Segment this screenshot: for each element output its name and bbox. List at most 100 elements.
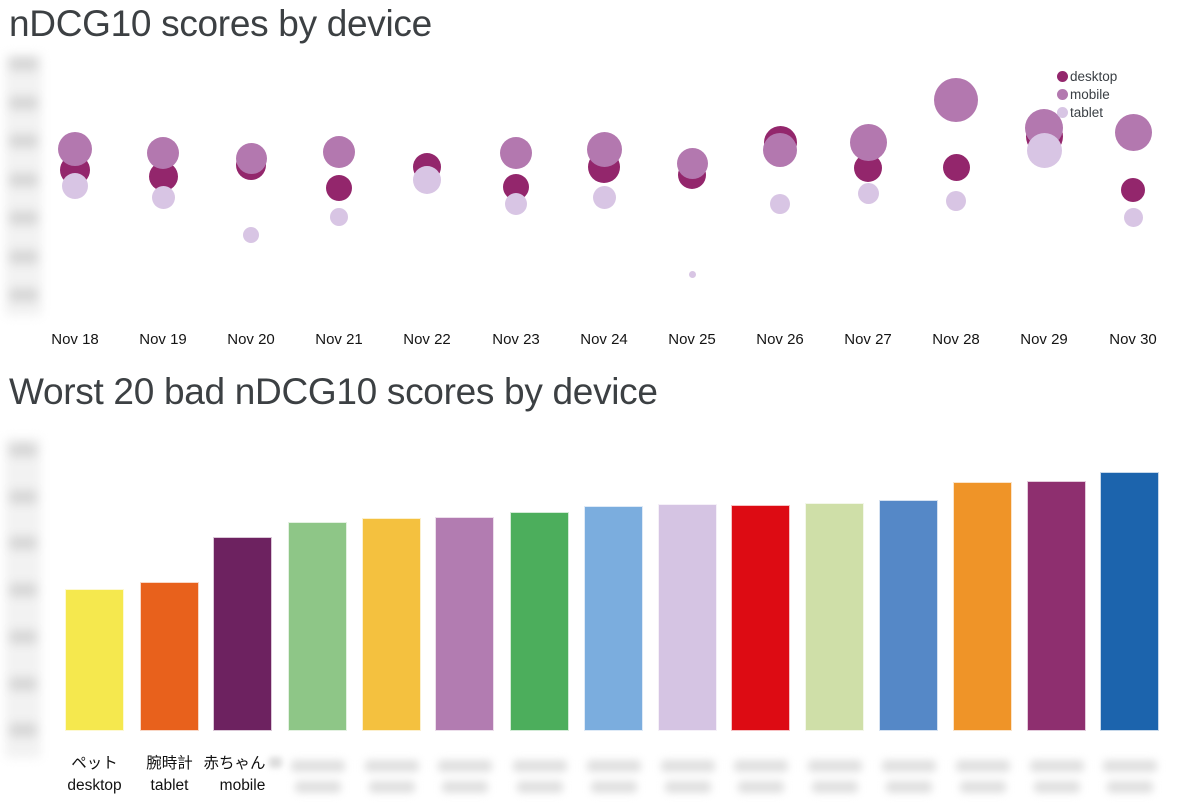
redacted-line	[1033, 781, 1080, 793]
x-tick-label: Nov 23	[492, 331, 540, 348]
x-tick-label: Nov 21	[315, 331, 363, 348]
bar	[1100, 472, 1159, 731]
redacted-line	[811, 781, 858, 793]
redacted-tick-label	[9, 676, 37, 691]
bar	[435, 517, 494, 731]
redacted-tick-label	[9, 288, 38, 302]
tablet-bubble	[857, 182, 879, 204]
redacted-line	[660, 760, 715, 772]
tablet-bubble	[151, 185, 175, 209]
bar-label-redacted	[1100, 760, 1160, 793]
redacted-line	[1106, 781, 1153, 793]
tablet-bubble	[770, 194, 790, 214]
x-tick-label: Nov 18	[51, 331, 99, 348]
redacted-tick-label	[9, 249, 38, 264]
bar	[140, 582, 199, 731]
bar-label-truncated-blob	[268, 757, 282, 768]
tablet-legend-dot	[1057, 107, 1068, 118]
bar-label-redacted	[584, 760, 644, 793]
bar	[658, 504, 717, 731]
redacted-line	[807, 760, 862, 772]
redacted-line	[733, 760, 788, 772]
redacted-tick-label	[9, 723, 37, 738]
redacted-line	[437, 760, 492, 772]
redacted-tick-label	[9, 57, 38, 71]
bar-label-redacted	[288, 760, 348, 793]
redacted-tick-label	[9, 536, 37, 551]
desktop-legend-dot	[1057, 71, 1068, 82]
redacted-line	[885, 781, 932, 793]
mobile-bubble	[586, 131, 622, 167]
redacted-line	[664, 781, 711, 793]
bar-label-line1: 腕時計	[146, 755, 193, 772]
legend-item-tablet: tablet	[1057, 105, 1117, 120]
bar-label-line1: 赤ちゃん	[173, 753, 313, 775]
bar-label-line2: mobile	[219, 777, 266, 794]
bar	[288, 522, 347, 731]
tablet-bubble	[243, 227, 259, 243]
bar	[805, 503, 864, 731]
redacted-line	[590, 781, 637, 793]
redacted-tick-label	[9, 443, 37, 457]
desktop-bubble	[326, 175, 352, 201]
bar-label-redacted	[879, 760, 939, 793]
bar	[213, 537, 272, 731]
legend: desktop mobile tablet	[1057, 69, 1117, 120]
tablet-bubble	[1123, 207, 1143, 227]
mobile-bubble	[235, 142, 267, 174]
top-chart-yaxis-redacted	[5, 54, 42, 316]
bar-label-redacted	[658, 760, 718, 793]
bar	[510, 512, 569, 731]
redacted-line	[881, 760, 936, 772]
bar-label-redacted	[731, 760, 791, 793]
redacted-line	[586, 760, 641, 772]
bar	[1027, 481, 1086, 731]
bar-label-redacted	[510, 760, 570, 793]
redacted-line	[441, 781, 488, 793]
bottom-chart-yaxis-redacted	[5, 438, 41, 758]
mobile-bubble	[147, 137, 179, 169]
bar	[953, 482, 1012, 731]
x-tick-label: Nov 30	[1109, 331, 1157, 348]
mobile-bubble	[500, 137, 532, 169]
bar-label-redacted	[362, 760, 422, 793]
mobile-bubble	[58, 132, 92, 166]
mobile-legend-dot	[1057, 89, 1068, 100]
redacted-line	[959, 781, 1006, 793]
x-tick-label: Nov 24	[580, 331, 628, 348]
redacted-line	[516, 781, 563, 793]
bar-label-redacted	[435, 760, 495, 793]
mobile-bubble	[763, 133, 797, 167]
bubble-chart-title: nDCG10 scores by device	[9, 3, 432, 44]
legend-label: tablet	[1070, 105, 1104, 120]
tablet-bubble	[505, 193, 527, 215]
desktop-bubble	[1121, 178, 1145, 202]
x-tick-label: Nov 27	[844, 331, 892, 348]
bar	[65, 589, 124, 731]
tablet-bubble	[946, 191, 966, 211]
x-tick-label: Nov 29	[1020, 331, 1068, 348]
redacted-tick-label	[9, 211, 38, 225]
bar-label-redacted	[805, 760, 865, 793]
redacted-tick-label	[9, 172, 38, 187]
redacted-line	[737, 781, 784, 793]
tablet-bubble	[592, 185, 616, 209]
bar-label-redacted	[953, 760, 1013, 793]
legend-item-mobile: mobile	[1057, 87, 1117, 102]
redacted-tick-label	[9, 489, 37, 504]
redacted-tick-label	[9, 583, 37, 598]
bar-chart-title: Worst 20 bad nDCG10 scores by device	[9, 371, 658, 412]
bar-label: 腕時計 tablet	[100, 753, 240, 797]
x-tick-label: Nov 25	[668, 331, 716, 348]
mobile-bubble	[934, 78, 978, 122]
redacted-line	[294, 781, 341, 793]
bar-label-redacted	[1027, 760, 1087, 793]
redacted-tick-label	[9, 95, 38, 110]
redacted-line	[1102, 760, 1157, 772]
redacted-line	[955, 760, 1010, 772]
x-tick-label: Nov 22	[403, 331, 451, 348]
